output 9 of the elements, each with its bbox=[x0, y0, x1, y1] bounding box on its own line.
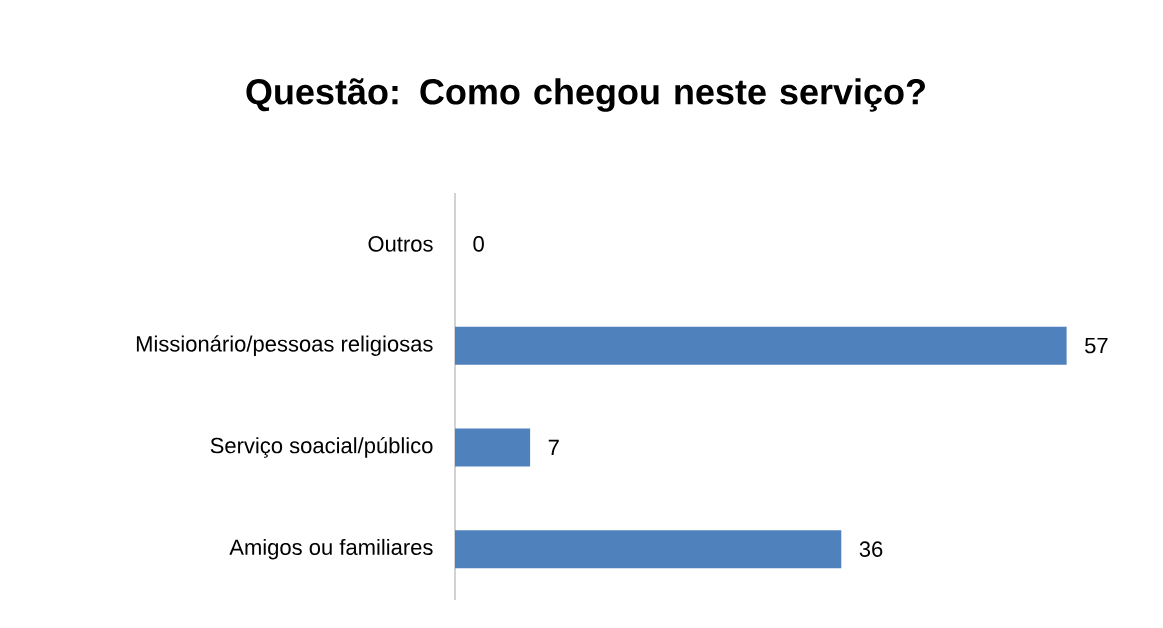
y-tick-label: Missionário/pessoas religiosas bbox=[136, 335, 433, 357]
y-tick-label: Outros bbox=[368, 236, 433, 252]
data-label: 57 bbox=[1085, 337, 1108, 354]
data-label: 7 bbox=[548, 439, 559, 455]
chart-title: Questão: Como chegou neste serviço? bbox=[246, 78, 925, 112]
y-tick-label: Serviço soacial/público bbox=[210, 436, 433, 458]
data-label: 36 bbox=[859, 541, 883, 557]
data-label: 0 bbox=[473, 236, 484, 252]
y-tick-label: Amigos ou familiares bbox=[229, 538, 433, 560]
